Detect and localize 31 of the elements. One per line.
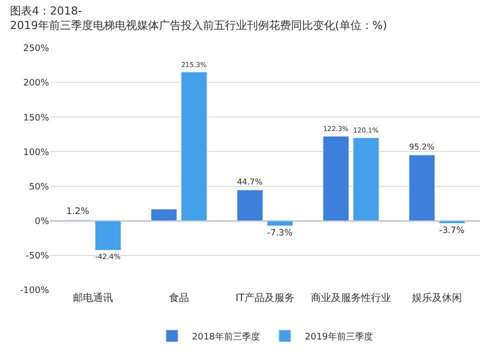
bar xyxy=(180,72,208,222)
bar xyxy=(236,190,264,222)
bar xyxy=(322,136,350,222)
x-tick-label: 邮电通讯 xyxy=(73,292,113,304)
data-label: -42.4% xyxy=(95,252,121,261)
bar xyxy=(266,220,294,226)
chart-title: 图表4：2018-2019年前三季度电梯电视媒体广告投入前五行业刊例花费同比变化(单位：%) xyxy=(10,4,388,32)
bar xyxy=(408,154,436,222)
bar xyxy=(352,138,380,222)
y-tick-label: -100% xyxy=(20,286,50,296)
y-tick-label: 50% xyxy=(28,182,50,192)
y-tick-label: 200% xyxy=(23,78,50,89)
data-label: 1.2% xyxy=(66,207,90,218)
y-tick-label: 250% xyxy=(23,44,50,54)
data-label: -7.3% xyxy=(267,228,293,239)
bar xyxy=(150,208,178,222)
y-tick-label: -50% xyxy=(26,252,50,262)
y-tick-label: 150% xyxy=(23,113,50,124)
bar xyxy=(94,220,122,250)
data-label: 44.7% xyxy=(237,177,263,186)
data-label: -3.7% xyxy=(439,226,465,236)
y-tick-label: 100% xyxy=(23,148,50,158)
legend-label: 2019年前三季度 xyxy=(304,331,373,342)
x-tick-label: 娱乐及休闲 xyxy=(412,292,462,304)
bar xyxy=(438,220,466,224)
x-tick-label: 商业及服务性行业 xyxy=(311,292,391,304)
y-tick-label: 0% xyxy=(34,217,50,228)
x-tick-label: 食品 xyxy=(169,292,189,304)
legend-label: 2018年前三季度 xyxy=(192,331,260,342)
x-tick-label: IT产品及服务 xyxy=(235,292,295,304)
data-label: 95.2% xyxy=(409,142,435,152)
